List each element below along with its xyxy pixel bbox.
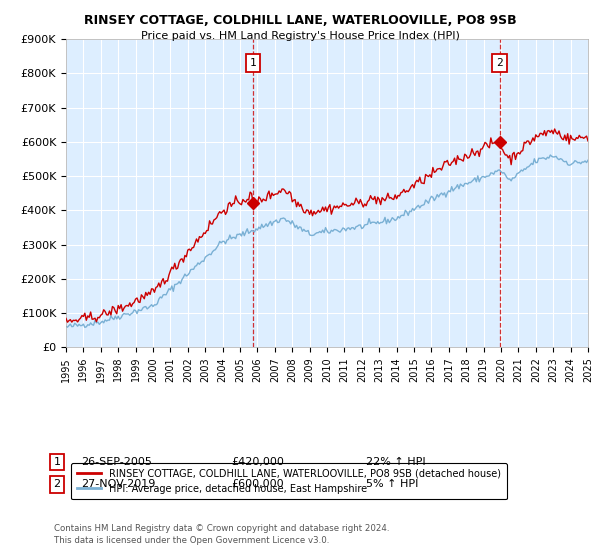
Text: 1: 1	[53, 457, 61, 467]
Text: RINSEY COTTAGE, COLDHILL LANE, WATERLOOVILLE, PO8 9SB: RINSEY COTTAGE, COLDHILL LANE, WATERLOOV…	[83, 14, 517, 27]
Text: £600,000: £600,000	[231, 479, 284, 489]
Text: Contains HM Land Registry data © Crown copyright and database right 2024.
This d: Contains HM Land Registry data © Crown c…	[54, 524, 389, 545]
Text: 26-SEP-2005: 26-SEP-2005	[81, 457, 152, 467]
Text: £420,000: £420,000	[231, 457, 284, 467]
Text: 2: 2	[53, 479, 61, 489]
Text: Price paid vs. HM Land Registry's House Price Index (HPI): Price paid vs. HM Land Registry's House …	[140, 31, 460, 41]
Text: 22% ↑ HPI: 22% ↑ HPI	[366, 457, 425, 467]
Text: 1: 1	[250, 58, 256, 68]
Text: 27-NOV-2019: 27-NOV-2019	[81, 479, 155, 489]
Text: 5% ↑ HPI: 5% ↑ HPI	[366, 479, 418, 489]
Text: 2: 2	[496, 58, 503, 68]
Legend: RINSEY COTTAGE, COLDHILL LANE, WATERLOOVILLE, PO8 9SB (detached house), HPI: Ave: RINSEY COTTAGE, COLDHILL LANE, WATERLOOV…	[71, 463, 506, 500]
